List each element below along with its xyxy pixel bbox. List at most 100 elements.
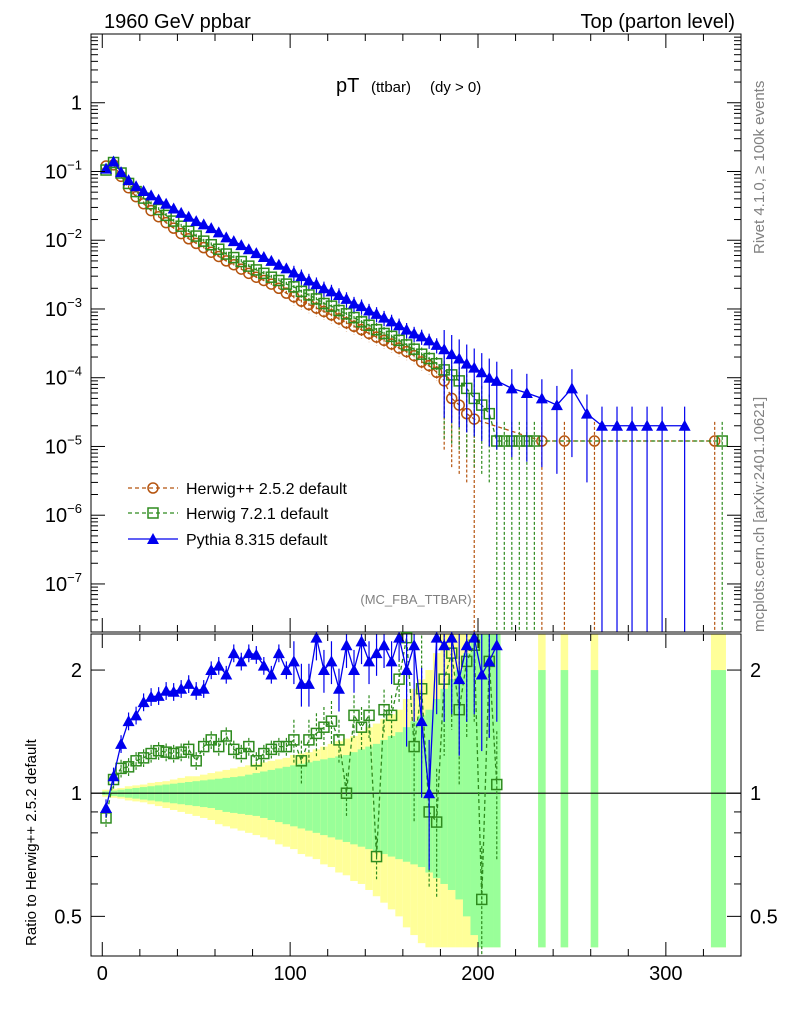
point-herwig7 — [385, 330, 398, 343]
ratio-point-herwig7 — [430, 816, 443, 828]
ratio-point-pythia — [130, 709, 143, 721]
point-pythia — [393, 319, 406, 331]
legend-label-herwigpp: Herwig++ 2.5.2 default — [186, 481, 348, 498]
point-pythia — [152, 193, 165, 205]
ratio-point-herwig7 — [160, 746, 172, 758]
point-pythia — [483, 371, 496, 383]
ratio-point-pythia — [453, 673, 466, 685]
point-pythia — [212, 226, 225, 238]
ratio-plot-data — [100, 631, 503, 956]
y-tick-label: 10−1 — [45, 157, 82, 183]
point-pythia — [220, 231, 233, 243]
point-herwigpp — [408, 349, 420, 362]
ratio-point-pythia — [348, 664, 361, 676]
point-pythia — [325, 285, 338, 297]
point-herwig7 — [258, 267, 270, 280]
ratio-point-pythia — [167, 685, 180, 697]
y-tick-label: 10−2 — [45, 226, 82, 252]
ratio-point-herwig7 — [250, 755, 263, 767]
ratio-point-herwig7 — [363, 709, 375, 722]
ratio-point-pythia — [175, 682, 188, 694]
band-green — [297, 763, 306, 829]
y-tick-label: 10−4 — [45, 364, 82, 390]
ratio-uncertainty-bands — [91, 634, 741, 948]
band-green — [470, 634, 478, 936]
point-pythia — [385, 315, 398, 327]
band-green — [560, 670, 569, 948]
band-green — [402, 727, 411, 862]
x-tick-label: 0 — [97, 963, 108, 985]
point-herwig7 — [303, 289, 315, 301]
ratio-point-herwig7 — [385, 709, 398, 722]
point-pythia — [550, 399, 563, 411]
ratio-point-pythia — [227, 647, 240, 659]
ratio-point-herwig7 — [122, 761, 135, 773]
point-pythia — [453, 352, 466, 364]
point-pythia — [626, 419, 639, 431]
band-green — [447, 679, 456, 890]
point-pythia — [100, 162, 113, 174]
point-pythia — [445, 348, 458, 360]
ratio-point-pythia — [385, 655, 398, 667]
band-green — [590, 670, 599, 948]
band-green — [312, 760, 321, 833]
legend-label-herwig7: Herwig 7.2.1 default — [186, 506, 329, 523]
point-herwig7 — [370, 323, 383, 336]
x-tick-label: 300 — [649, 963, 682, 985]
y-tick-label: 10−3 — [45, 295, 82, 321]
ratio-point-pythia — [212, 659, 225, 671]
point-pythia — [107, 155, 120, 167]
band-green — [267, 769, 276, 821]
band-green — [380, 739, 388, 855]
point-pythia — [430, 338, 443, 350]
point-pythia — [400, 323, 413, 335]
legend-entry-pythia: Pythia 8.315 default — [128, 532, 328, 549]
ratio-point-herwig7 — [273, 740, 285, 753]
point-pythia — [280, 262, 293, 274]
ratio-panel: 0.5 0.5 1 1 2 2 0 100 200 300 Ratio to Herwig++ 2… — [23, 631, 778, 985]
ratio-y-tick-label: 2 — [71, 660, 82, 682]
point-pythia — [370, 307, 383, 319]
ratio-y-tick-label: 0.5 — [54, 906, 82, 928]
y-tick-label: 10−6 — [45, 501, 82, 527]
point-pythia — [520, 386, 533, 398]
ratio-point-pythia — [325, 655, 338, 667]
point-herwig7 — [355, 316, 368, 328]
point-herwigpp — [145, 204, 157, 217]
point-herwig7 — [197, 235, 210, 247]
point-herwigpp — [152, 210, 165, 223]
band-green — [372, 743, 381, 852]
ratio-point-pythia — [355, 635, 368, 647]
point-pythia — [190, 215, 203, 227]
point-herwig7 — [716, 435, 728, 447]
ratio-series-pythia — [100, 631, 503, 870]
band-green — [350, 752, 358, 845]
point-pythia — [122, 174, 135, 186]
ratio-point-pythia — [257, 659, 270, 671]
point-pythia — [175, 206, 188, 218]
point-pythia — [197, 218, 210, 230]
point-herwig7 — [318, 297, 330, 310]
ratio-point-pythia — [302, 677, 315, 689]
ratio-point-pythia — [468, 631, 481, 643]
ratio-point-pythia — [250, 648, 263, 660]
ratio-point-herwig7 — [190, 755, 202, 767]
ratio-point-herwig7 — [348, 709, 360, 722]
ratio-point-pythia — [122, 715, 135, 727]
line-herwig7 — [105, 161, 723, 442]
ratio-y-label: Ratio to Herwig++ 2.5.2 default — [23, 738, 40, 946]
point-pythia — [656, 419, 669, 431]
ratio-point-herwig7 — [205, 734, 217, 746]
point-pythia — [160, 197, 173, 209]
ratio-point-pythia — [295, 677, 308, 689]
ratio-point-pythia — [242, 647, 255, 659]
point-pythia — [355, 300, 368, 312]
ratio-point-pythia — [137, 696, 150, 708]
ratio-point-pythia — [400, 664, 413, 676]
band-green — [477, 634, 486, 948]
point-herwigpp — [175, 227, 187, 240]
ratio-point-pythia — [182, 677, 195, 689]
ratio-point-pythia — [235, 655, 248, 667]
ratio-point-pythia — [393, 631, 406, 643]
